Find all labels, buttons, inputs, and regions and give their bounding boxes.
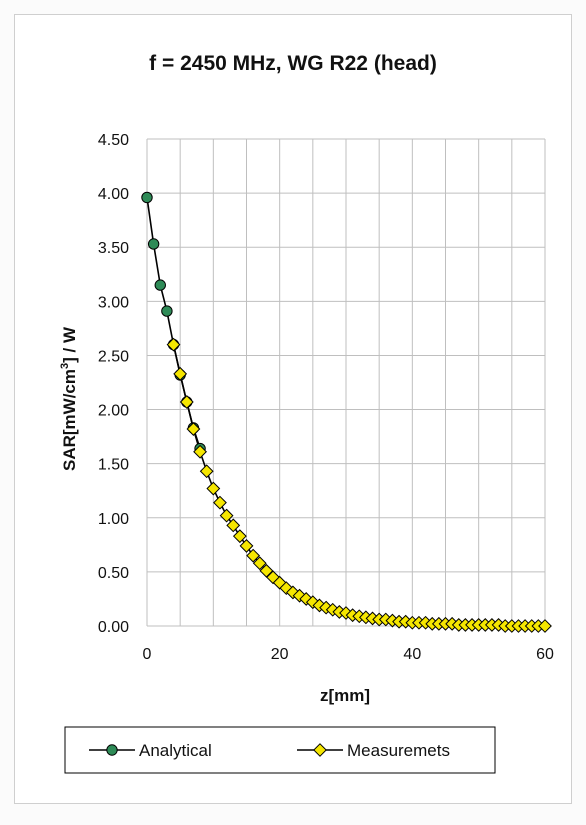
y-axis-title: SAR[mW/cm3] / W	[59, 326, 79, 471]
y-axis-title-suffix: ] / W	[60, 326, 79, 363]
y-tick-label: 1.50	[98, 457, 129, 474]
measurement-marker	[173, 366, 188, 381]
measurement-marker	[239, 539, 254, 553]
analytical-marker	[154, 279, 166, 291]
y-tick-label: 4.50	[98, 132, 129, 149]
measurement-marker	[166, 337, 181, 352]
chart-frame: f = 2450 MHz, WG R22 (head) 0.00 0.50 1.00…	[14, 14, 572, 804]
measurement-marker	[193, 444, 207, 459]
legend-label: Measuremets	[347, 741, 450, 760]
legend-box	[64, 726, 496, 774]
measurement-marker	[538, 619, 552, 633]
measurement-marker	[292, 588, 307, 603]
x-axis-title: z[mm]	[320, 686, 370, 705]
x-tick-label: 60	[536, 646, 554, 663]
y-tick-label: 2.00	[98, 403, 129, 420]
legend-label: Analytical	[139, 741, 212, 760]
measurement-marker	[246, 548, 261, 563]
measurement-marker	[226, 518, 241, 533]
analytical-marker	[161, 305, 173, 317]
y-tick-label: 0.50	[98, 565, 129, 582]
measurement-marker	[259, 563, 274, 578]
measurement-marker	[219, 508, 234, 523]
chart-title: f = 2450 MHz, WG R22 (head)	[149, 52, 437, 75]
grid	[146, 138, 546, 627]
measurement-marker	[279, 581, 294, 596]
measurement-marker	[286, 585, 300, 600]
y-tick-label: 3.00	[98, 294, 129, 311]
measurement-marker	[179, 395, 194, 409]
measurement-marker	[266, 570, 280, 585]
measurement-marker	[313, 743, 327, 757]
legend: Analytical Measuremets	[64, 726, 496, 774]
markers	[141, 191, 552, 633]
analytical-marker	[141, 191, 153, 204]
measurement-marker	[252, 556, 267, 571]
tick-labels: 0.00 0.50 1.00 1.50 2.00 2.50 3.00 3.50 4.00 4.50…	[98, 132, 554, 663]
y-tick-label: 4.00	[98, 186, 129, 203]
x-tick-label: 20	[271, 646, 289, 663]
y-axis-title-superscript: 3	[59, 363, 71, 369]
x-tick-label: 0	[143, 646, 152, 663]
measurement-marker	[186, 422, 201, 436]
measurement-marker	[305, 595, 320, 610]
measurement-marker	[232, 529, 247, 544]
y-tick-label: 3.50	[98, 240, 129, 257]
y-axis-title-prefix: SAR[mW/cm	[60, 369, 79, 471]
measurement-marker	[199, 464, 214, 479]
measurement-marker	[213, 495, 227, 510]
sar-chart: f = 2450 MHz, WG R22 (head) 0.00 0.50 1.00…	[59, 52, 554, 774]
y-tick-label: 0.00	[98, 619, 129, 636]
analytical-marker	[147, 238, 160, 250]
measurement-marker	[206, 481, 221, 496]
y-tick-label: 1.00	[98, 511, 129, 528]
analytical-marker	[106, 744, 118, 756]
measurement-marker	[272, 575, 287, 590]
x-tick-label: 40	[403, 646, 421, 663]
y-tick-label: 2.50	[98, 348, 129, 365]
